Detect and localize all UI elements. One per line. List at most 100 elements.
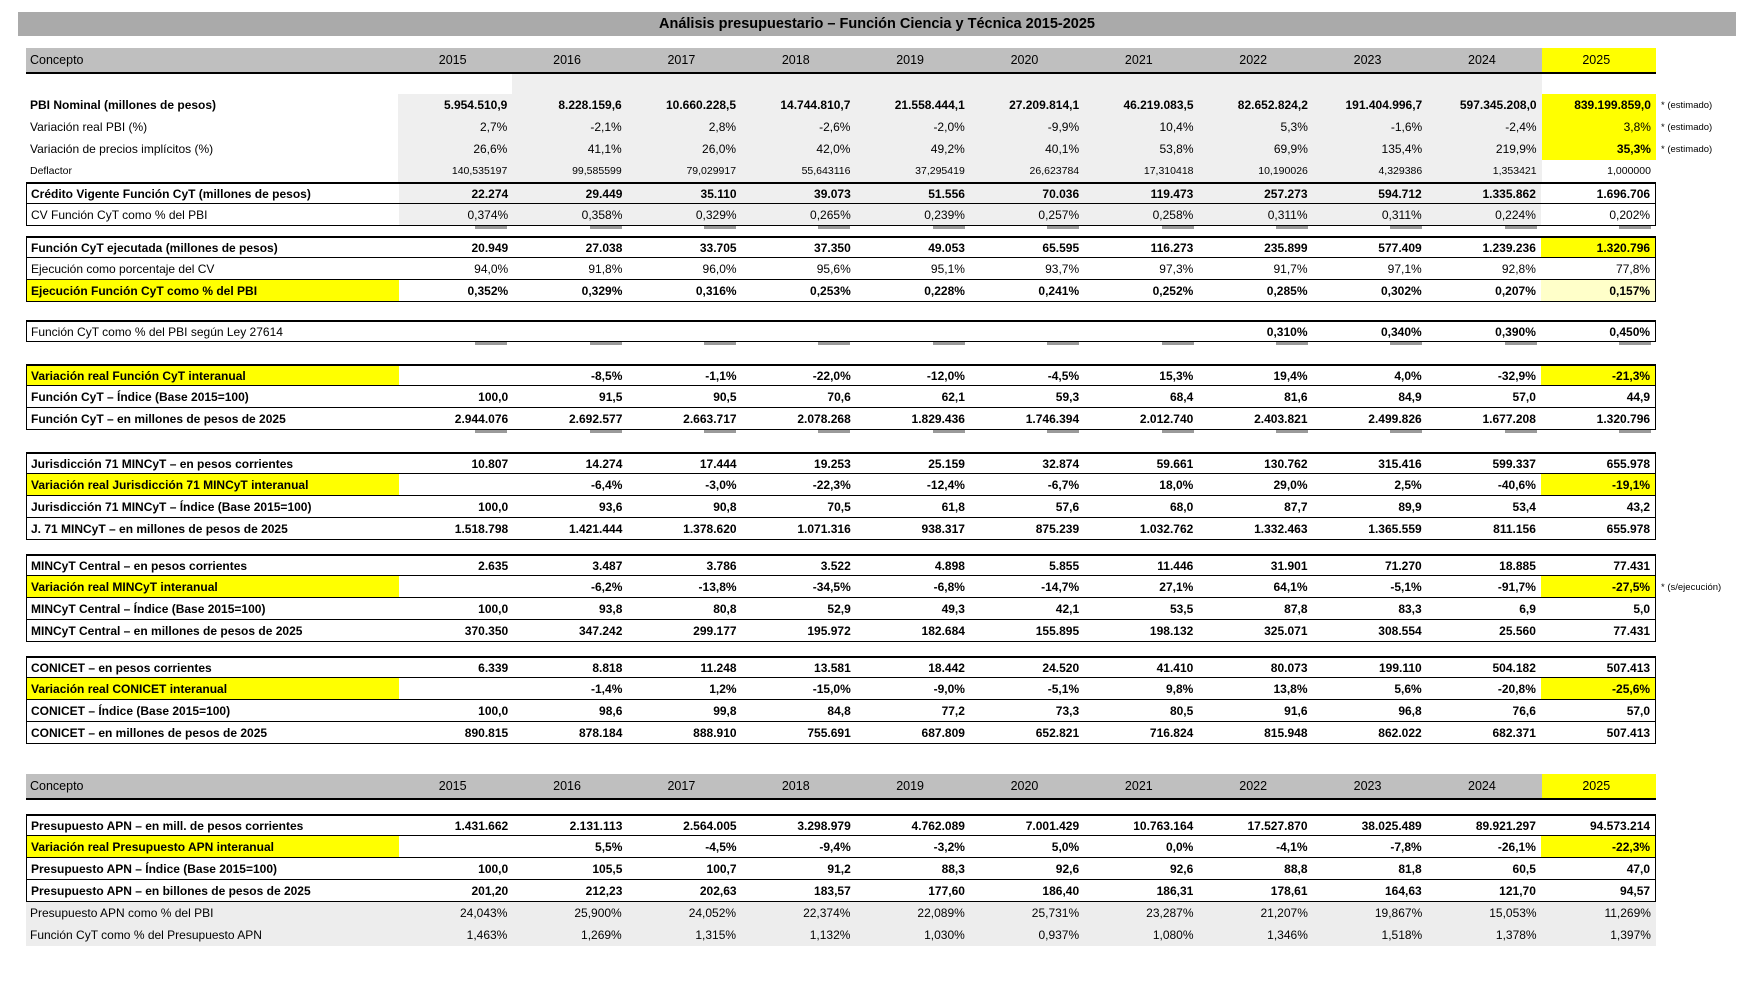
column-header-2022[interactable]: 2022 — [1239, 779, 1268, 793]
cell-mincyt-central-pesos-2025-2016[interactable]: 347.242 — [578, 623, 623, 638]
cell-jurisdiccion-71-pesos-2025-2016[interactable]: 1.421.444 — [568, 521, 623, 536]
cell-variacion-presupuesto-apn-2023[interactable]: -7,8% — [1390, 839, 1422, 854]
cell-presupuesto-apn-corrientes-2015[interactable]: 1.431.662 — [454, 818, 509, 833]
cell-funcion-cyt-ejecutada-2017[interactable]: 33.705 — [699, 240, 737, 255]
cell-pbi-nominal-2023[interactable]: 191.404.996,7 — [1312, 94, 1428, 116]
cell-jurisdiccion-71-indice-2023[interactable]: 89,9 — [1398, 499, 1422, 514]
row-label-presupuesto-apn-billones-2025[interactable]: Presupuesto APN – en billones de pesos d… — [31, 883, 311, 898]
column-header-concepto[interactable]: Concepto — [30, 779, 84, 793]
cell-presupuesto-apn-corrientes-2019[interactable]: 4.762.089 — [911, 818, 965, 833]
cell-mincyt-central-indice-2019[interactable]: 49,3 — [941, 601, 965, 616]
column-header-2021[interactable]: 2021 — [1124, 53, 1153, 67]
cell-funcion-cyt-pesos-2025-2019[interactable]: 1.829.436 — [911, 411, 965, 426]
cell-funcion-cyt-como-presupuesto-apn-2019[interactable]: 1,030% — [924, 928, 965, 942]
row-label-conicet-indice[interactable]: CONICET – Índice (Base 2015=100) — [31, 703, 231, 718]
cell-cv-funcion-cyt-como-pbi-2015[interactable]: 0,374% — [399, 204, 514, 225]
cell-variacion-jurisdiccion-71-2019[interactable]: -12,4% — [926, 477, 965, 492]
cell-variacion-precios-implicitos-2020[interactable]: 40,1% — [969, 138, 1085, 160]
cell-ejecucion-funcion-cyt-como-pbi-2022[interactable]: 0,285% — [1266, 283, 1308, 298]
cell-conicet-corrientes-2018[interactable]: 13.581 — [814, 660, 851, 675]
cell-ejecucion-porcentaje-cv-2025[interactable]: 77,8% — [1616, 261, 1651, 276]
cell-variacion-precios-implicitos-2023[interactable]: 135,4% — [1312, 138, 1428, 160]
cell-funcion-cyt-ejecutada-2025[interactable]: 1.320.796 — [1540, 238, 1656, 257]
cell-mincyt-central-pesos-2025-2024[interactable]: 25.560 — [1499, 623, 1536, 638]
cell-funcion-cyt-como-presupuesto-apn-2021[interactable]: 1,080% — [1152, 928, 1194, 942]
cell-variacion-precios-implicitos-2016[interactable]: 41,1% — [512, 138, 627, 160]
cell-presupuesto-apn-indice-2017[interactable]: 100,7 — [706, 861, 737, 876]
cell-jurisdiccion-71-pesos-2025-2023[interactable]: 1.365.559 — [1368, 521, 1422, 536]
cell-mincyt-central-indice-2021[interactable]: 53,5 — [1169, 601, 1194, 616]
cell-presupuesto-apn-corrientes-2025[interactable]: 94.573.214 — [1590, 818, 1651, 833]
row-label-variacion-presupuesto-apn[interactable]: Variación real Presupuesto APN interanua… — [27, 836, 399, 857]
cell-variacion-real-pbi-2025[interactable]: 3,8% — [1541, 116, 1656, 138]
cell-mincyt-central-indice-2024[interactable]: 6,9 — [1519, 601, 1536, 616]
cell-funcion-cyt-indice-2019[interactable]: 62,1 — [941, 389, 965, 404]
cell-jurisdiccion-71-corrientes-2020[interactable]: 32.874 — [1042, 456, 1080, 471]
cell-jurisdiccion-71-corrientes-2022[interactable]: 130.762 — [1264, 456, 1308, 471]
cell-conicet-pesos-2025-2018[interactable]: 755.691 — [807, 725, 851, 740]
cell-jurisdiccion-71-corrientes-2016[interactable]: 14.274 — [585, 456, 623, 471]
cell-credito-vigente-funcion-cyt-2021[interactable]: 119.473 — [1084, 184, 1199, 203]
cell-credito-vigente-funcion-cyt-2020[interactable]: 70.036 — [969, 184, 1085, 203]
cell-conicet-corrientes-2022[interactable]: 80.073 — [1270, 660, 1308, 675]
cell-conicet-pesos-2025-2017[interactable]: 888.910 — [693, 725, 737, 740]
cell-presupuesto-apn-corrientes-2022[interactable]: 17.527.870 — [1247, 818, 1308, 833]
row-label-jurisdiccion-71-corrientes[interactable]: Jurisdicción 71 MINCyT – en pesos corrie… — [31, 456, 294, 471]
cell-variacion-mincyt-2020[interactable]: -14,7% — [1041, 579, 1080, 594]
cell-pbi-nominal-2022[interactable]: 82.652.824,2 — [1198, 94, 1313, 116]
cell-presupuesto-apn-como-pbi-2022[interactable]: 21,207% — [1260, 906, 1308, 920]
cell-funcion-cyt-pesos-2025-2024[interactable]: 1.677.208 — [1482, 411, 1536, 426]
cell-presupuesto-apn-indice-2018[interactable]: 91,2 — [827, 861, 851, 876]
cell-conicet-indice-2018[interactable]: 84,8 — [827, 703, 851, 718]
row-label-funcion-cyt-pesos-2025[interactable]: Función CyT – en millones de pesos de 20… — [31, 411, 286, 426]
cell-credito-vigente-funcion-cyt-2023[interactable]: 594.712 — [1312, 184, 1427, 203]
cell-ejecucion-porcentaje-cv-2022[interactable]: 91,7% — [1273, 261, 1308, 276]
cell-jurisdiccion-71-indice-2020[interactable]: 57,6 — [1055, 499, 1080, 514]
cell-mincyt-central-indice-2025[interactable]: 5,0 — [1633, 601, 1651, 616]
cell-funcion-cyt-ejecutada-2024[interactable]: 1.239.236 — [1482, 240, 1536, 255]
cell-variacion-real-funcion-cyt-2021[interactable]: 15,3% — [1159, 368, 1194, 383]
cell-ejecucion-porcentaje-cv-2019[interactable]: 95,1% — [930, 261, 965, 276]
row-label-funcion-cyt-como-presupuesto-apn[interactable]: Función CyT como % del Presupuesto APN — [30, 928, 262, 942]
cell-conicet-indice-2015[interactable]: 100,0 — [478, 703, 509, 718]
cell-credito-vigente-funcion-cyt-2022[interactable]: 257.273 — [1198, 184, 1313, 203]
cell-mincyt-central-indice-2017[interactable]: 80,8 — [713, 601, 737, 616]
cell-funcion-cyt-pesos-2025-2022[interactable]: 2.403.821 — [1254, 411, 1308, 426]
cell-jurisdiccion-71-indice-2024[interactable]: 53,4 — [1512, 499, 1536, 514]
cell-variacion-precios-implicitos-2022[interactable]: 69,9% — [1198, 138, 1313, 160]
cell-variacion-real-funcion-cyt-2016[interactable]: -8,5% — [591, 368, 623, 383]
cell-variacion-conicet-2020[interactable]: -5,1% — [1047, 681, 1080, 696]
cell-presupuesto-apn-corrientes-2018[interactable]: 3.298.979 — [797, 818, 851, 833]
cell-variacion-conicet-2016[interactable]: -1,4% — [591, 681, 623, 696]
cell-credito-vigente-funcion-cyt-2017[interactable]: 35.110 — [627, 184, 742, 203]
cell-variacion-precios-implicitos-2019[interactable]: 49,2% — [855, 138, 970, 160]
cell-conicet-corrientes-2015[interactable]: 6.339 — [478, 660, 509, 675]
cell-variacion-conicet-2022[interactable]: 13,8% — [1273, 681, 1308, 696]
cell-funcion-cyt-pbi-ley-27614-2025[interactable]: 0,450% — [1609, 324, 1651, 339]
cell-conicet-pesos-2025-2019[interactable]: 687.809 — [921, 725, 965, 740]
cell-conicet-pesos-2025-2025[interactable]: 507.413 — [1606, 725, 1651, 740]
cell-conicet-corrientes-2023[interactable]: 199.110 — [1378, 660, 1422, 675]
cell-conicet-indice-2017[interactable]: 99,8 — [713, 703, 737, 718]
cell-jurisdiccion-71-corrientes-2017[interactable]: 17.444 — [699, 456, 737, 471]
row-label-presupuesto-apn-indice[interactable]: Presupuesto APN – Índice (Base 2015=100) — [31, 861, 277, 876]
cell-variacion-conicet-2019[interactable]: -9,0% — [933, 681, 965, 696]
cell-deflactor-2019[interactable]: 37,295419 — [855, 160, 970, 182]
cell-presupuesto-apn-billones-2025-2022[interactable]: 178,61 — [1270, 883, 1308, 898]
cell-funcion-cyt-indice-2017[interactable]: 90,5 — [713, 389, 737, 404]
cell-jurisdiccion-71-pesos-2025-2022[interactable]: 1.332.463 — [1254, 521, 1308, 536]
cell-jurisdiccion-71-corrientes-2024[interactable]: 599.337 — [1492, 456, 1536, 471]
cell-variacion-real-pbi-2019[interactable]: -2,0% — [855, 116, 970, 138]
cell-funcion-cyt-ejecutada-2021[interactable]: 116.273 — [1150, 240, 1194, 255]
cell-presupuesto-apn-indice-2015[interactable]: 100,0 — [478, 861, 509, 876]
cell-cv-funcion-cyt-como-pbi-2022[interactable]: 0,311% — [1198, 204, 1313, 225]
cell-variacion-presupuesto-apn-2024[interactable]: -26,1% — [1497, 839, 1536, 854]
cell-funcion-cyt-pbi-ley-27614-2022[interactable]: 0,310% — [1266, 324, 1308, 339]
cell-funcion-cyt-pbi-ley-27614-2023[interactable]: 0,340% — [1380, 324, 1422, 339]
cell-funcion-cyt-pbi-ley-27614-2019[interactable] — [856, 322, 970, 341]
cell-jurisdiccion-71-pesos-2025-2025[interactable]: 655.978 — [1606, 521, 1651, 536]
row-label-conicet-corrientes[interactable]: CONICET – en pesos corrientes — [31, 660, 212, 675]
cell-presupuesto-apn-billones-2025-2024[interactable]: 121,70 — [1499, 883, 1536, 898]
cell-variacion-presupuesto-apn-2016[interactable]: 5,5% — [595, 839, 623, 854]
cell-pbi-nominal-2020[interactable]: 27.209.814,1 — [969, 94, 1085, 116]
